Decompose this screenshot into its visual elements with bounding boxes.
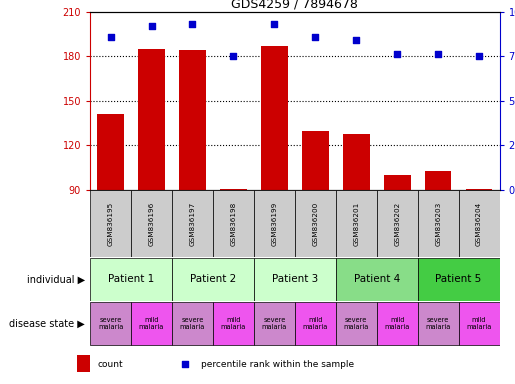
Text: severe
malaria: severe malaria: [98, 317, 123, 330]
Bar: [302, 131, 329, 190]
Bar: [131, 190, 172, 257]
Text: severe
malaria: severe malaria: [180, 317, 205, 330]
Text: GSM836196: GSM836196: [148, 202, 154, 246]
Point: [393, 51, 401, 58]
Text: mild
malaria: mild malaria: [303, 317, 328, 330]
Bar: [343, 134, 370, 190]
Text: disease state ▶: disease state ▶: [9, 318, 85, 329]
Text: GSM836203: GSM836203: [435, 202, 441, 246]
Bar: [254, 258, 336, 301]
Text: Patient 5: Patient 5: [436, 274, 482, 285]
Point: [475, 53, 483, 59]
Bar: [418, 190, 458, 257]
Bar: [213, 302, 254, 345]
Text: severe
malaria: severe malaria: [344, 317, 369, 330]
Point: [181, 361, 190, 367]
Bar: [172, 190, 213, 257]
Point: [188, 21, 197, 27]
Text: Patient 4: Patient 4: [354, 274, 400, 285]
Point: [434, 51, 442, 58]
Text: count: count: [98, 359, 124, 369]
Text: mild
malaria: mild malaria: [139, 317, 164, 330]
Bar: [336, 302, 376, 345]
Text: GSM836204: GSM836204: [476, 202, 482, 246]
Point: [311, 33, 319, 40]
Bar: [131, 302, 172, 345]
Text: Patient 3: Patient 3: [272, 274, 318, 285]
Bar: [220, 189, 247, 190]
Bar: [458, 302, 500, 345]
Bar: [418, 258, 500, 301]
Bar: [90, 258, 172, 301]
Text: Patient 1: Patient 1: [108, 274, 154, 285]
Bar: [172, 302, 213, 345]
Text: GSM836200: GSM836200: [312, 202, 318, 246]
Bar: [90, 190, 131, 257]
Bar: [418, 302, 458, 345]
Bar: [295, 302, 336, 345]
Text: Patient 2: Patient 2: [190, 274, 236, 285]
Bar: [384, 175, 410, 190]
Bar: [458, 190, 500, 257]
Point: [352, 37, 360, 43]
Bar: [138, 49, 165, 190]
Bar: [377, 302, 418, 345]
Point: [229, 53, 237, 59]
Bar: [97, 114, 124, 190]
Bar: [90, 302, 131, 345]
Bar: [377, 190, 418, 257]
Bar: [261, 46, 288, 190]
Text: mild
malaria: mild malaria: [385, 317, 410, 330]
Bar: [466, 189, 492, 190]
Text: percentile rank within the sample: percentile rank within the sample: [201, 359, 354, 369]
Bar: [77, 355, 90, 372]
Text: individual ▶: individual ▶: [27, 274, 85, 285]
Text: severe
malaria: severe malaria: [262, 317, 287, 330]
Text: GSM836195: GSM836195: [108, 202, 114, 246]
Text: GSM836201: GSM836201: [353, 202, 359, 246]
Bar: [295, 190, 336, 257]
Text: GSM836202: GSM836202: [394, 202, 400, 246]
Bar: [254, 190, 295, 257]
Bar: [425, 171, 452, 190]
Text: GSM836198: GSM836198: [230, 202, 236, 246]
Bar: [172, 258, 254, 301]
Text: GSM836199: GSM836199: [271, 202, 278, 246]
Bar: [254, 302, 295, 345]
Bar: [213, 190, 254, 257]
Text: mild
malaria: mild malaria: [467, 317, 492, 330]
Point: [107, 33, 115, 40]
Point: [147, 23, 156, 29]
Text: GSM836197: GSM836197: [190, 202, 196, 246]
Point: [270, 21, 279, 27]
Bar: [179, 50, 206, 190]
Text: mild
malaria: mild malaria: [221, 317, 246, 330]
Text: severe
malaria: severe malaria: [425, 317, 451, 330]
Bar: [336, 190, 376, 257]
Title: GDS4259 / 7894678: GDS4259 / 7894678: [231, 0, 358, 10]
Bar: [336, 258, 418, 301]
